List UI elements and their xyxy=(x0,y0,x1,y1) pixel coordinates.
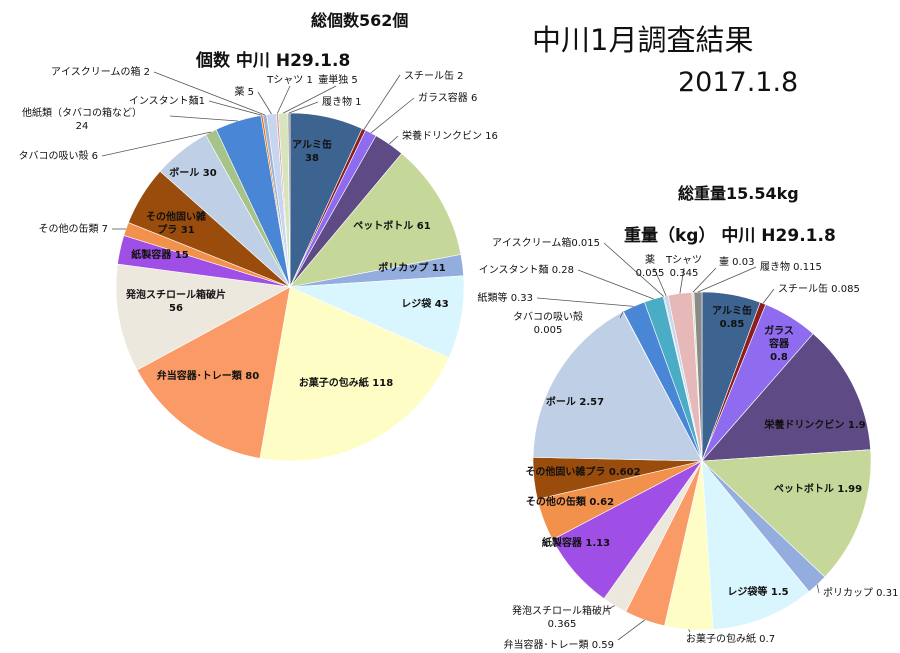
weight-slice-ice-cream-box-label: アイスクリーム箱0.015 xyxy=(492,236,600,249)
count-slice-other-cans-label: その他の缶類 7 xyxy=(38,222,108,235)
weight-slice-footwear-leader-line xyxy=(697,266,757,293)
weight-slice-ice-cream-box-leader-line xyxy=(603,242,664,297)
weight-slice-footwear xyxy=(693,291,703,462)
weight-pie-labels: アルミ缶 0.85 スチール缶 0.085 ガラス容器 0.8 栄養ドリンクビン 1.9 ペ… xyxy=(478,236,899,651)
count-slice-t-shirt-leader-line xyxy=(276,85,291,114)
weight-slice-styrofoam-fragment-leader-line xyxy=(605,605,615,611)
weight-slice-medicine-leader-line xyxy=(653,267,667,297)
weight-pie-slices xyxy=(532,291,872,631)
count-slice-other-paper-leader-line xyxy=(169,115,239,122)
weight-slice-instant-noodle-leader-line xyxy=(577,269,654,300)
weight-slice-ball-label: ボール 2.57 xyxy=(546,395,604,408)
count-slice-ice-cream-box-leader-line xyxy=(153,71,265,116)
weight-slice-other-cans-label: その他の缶類 0.62 xyxy=(526,495,614,508)
weight-slice-aluminum-can-label: アルミ缶 0.85 xyxy=(712,304,752,330)
count-slice-glass-container-label: ガラス容器 6 xyxy=(418,91,477,104)
weight-slice-candy-wrapper-label: お菓子の包み紙 0.7 xyxy=(686,632,775,645)
weight-slice-other-paper-leader-line xyxy=(536,297,634,307)
weight-slice-candy-wrapper-leader-line xyxy=(688,629,691,633)
weight-slice-ball xyxy=(532,311,703,462)
count-slice-candy-wrapper-label: お菓子の包み紙 118 xyxy=(299,376,393,389)
count-slice-candy-wrapper xyxy=(259,286,450,462)
weight-slice-instant-noodle-label: インスタント麺 0.28 xyxy=(479,263,574,276)
weight-slice-energy-drink-bottle xyxy=(701,333,871,462)
count-slice-t-shirt-label: Tシャツ 1 xyxy=(266,75,313,86)
weight-slice-poly-cup-label: ポリカップ 0.31 xyxy=(823,587,898,599)
count-slice-footwear-label: 履き物 1 xyxy=(322,95,362,108)
count-slice-pet-bottle xyxy=(289,153,462,288)
weight-slice-steel-can-leader-line xyxy=(762,288,775,304)
weight-slice-paper-container-label: 紙製容器 1.13 xyxy=(542,536,610,549)
weight-pie-chart: 重量（kg） 中川 H29.1.8 アルミ缶 0.85 スチール缶 0.085 ガラス… xyxy=(478,225,899,651)
count-slice-styrofoam-fragment xyxy=(115,263,291,371)
count-slice-steel-can-label: スチール缶 2 xyxy=(404,69,464,82)
page-heading: 中川1月調査結果 xyxy=(532,23,753,57)
weight-slice-medicine-label: 薬 0.055 xyxy=(636,254,665,279)
weight-slice-pet-bottle-label: ペットボトル 1.99 xyxy=(774,482,862,495)
count-slice-plastic-bag-label: レジ袋 43 xyxy=(401,297,448,310)
count-slice-steel-can-leader-line xyxy=(363,74,401,130)
weight-slice-bento-tray-leader-line xyxy=(617,619,645,641)
weight-slice-other-hard-plastic-label: その他固い雑プラ 0.602 xyxy=(525,465,640,478)
count-slice-energy-drink-bottle-label: 栄養ドリンクビン 16 xyxy=(402,129,498,142)
count-slice-instant-noodle-label: インスタント麺1 xyxy=(129,94,205,107)
count-slice-other-hard-plastic-label: その他固い雑プラ 31 xyxy=(146,210,206,236)
weight-slice-steel-can-label: スチール缶 0.085 xyxy=(778,282,860,295)
weight-slice-footwear-label: 履き物 0.115 xyxy=(760,260,822,273)
count-slice-instant-noodle-leader-line xyxy=(208,100,262,116)
count-slice-ice-cream-box-label: アイスクリームの箱 2 xyxy=(51,65,150,78)
count-pie-labels: アルミ缶 38 スチール缶 2 ガラス容器 6 栄養ドリンクビン 16 ペットボトル 61… xyxy=(18,65,497,389)
survey-date: 2017.1.8 xyxy=(678,67,798,98)
count-slice-paper-container-label: 紙製容器 15 xyxy=(131,248,188,261)
count-slice-styrofoam-fragment-label: 発泡スチロール箱破片 56 xyxy=(125,288,226,314)
count-slice-pet-bottle-label: ペットボトル 61 xyxy=(353,219,430,232)
count-pie-slices xyxy=(115,112,465,462)
weight-slice-pot-leader-line xyxy=(692,267,717,293)
count-slice-cigarette-butt-label: タバコの吸い殻 6 xyxy=(18,149,98,162)
weight-slice-other-paper-label: 紙類等 0.33 xyxy=(478,291,533,304)
count-chart-title: 個数 中川 H29.1.8 xyxy=(195,50,350,71)
count-slice-glass-container-leader-line xyxy=(370,97,415,134)
weight-slice-poly-cup-leader-line xyxy=(816,584,820,594)
count-slice-footwear-leader-line xyxy=(288,101,319,114)
weight-slice-pot-label: 壷 0.03 xyxy=(719,256,754,268)
weight-slice-plastic-bag xyxy=(701,460,810,630)
count-slice-bento-tray-label: 弁当容器･トレー類 80 xyxy=(157,369,259,382)
count-slice-pot-label: 壷単独 5 xyxy=(318,73,358,86)
count-slice-medicine-label: 薬 5 xyxy=(234,86,254,98)
count-slice-aluminum-can-label: アルミ缶 38 xyxy=(292,138,332,164)
count-slice-ball-label: ボール 30 xyxy=(169,166,216,179)
weight-slice-glass-container-label: ガラス容器 0.8 xyxy=(764,324,794,363)
count-slice-other-paper-label: 他紙類（タバコの箱など） 24 xyxy=(22,106,142,132)
count-pie-chart: 個数 中川 H29.1.8 アルミ缶 38 スチール缶 2 ガラス容器 6 栄養ドリンク… xyxy=(18,50,498,462)
count-slice-cigarette-butt-leader-line xyxy=(101,131,211,157)
count-slice-pot-leader-line xyxy=(283,85,337,114)
count-slice-energy-drink-bottle-leader-line xyxy=(388,135,399,145)
weight-slice-cigarette-butt-leader-line xyxy=(619,311,624,319)
count-slice-poly-cup-label: ポリカップ 11 xyxy=(378,261,445,274)
weight-slice-t-shirt-leader-line xyxy=(679,267,685,294)
weight-slice-plastic-bag-label: レジ袋等 1.5 xyxy=(727,585,788,598)
count-slice-medicine-leader-line xyxy=(257,91,272,115)
weight-chart-title: 重量（kg） 中川 H29.1.8 xyxy=(624,225,836,246)
weight-slice-cigarette-butt-label: タバコの吸い殻 0.005 xyxy=(513,310,583,336)
weight-slice-energy-drink-bottle-label: 栄養ドリンクビン 1.9 xyxy=(763,418,865,431)
weight-total-label: 総重量15.54kg xyxy=(678,184,799,203)
weight-slice-bento-tray-label: 弁当容器･トレー類 0.59 xyxy=(504,638,614,651)
weight-slice-styrofoam-fragment-label: 発泡スチロール箱破片 0.365 xyxy=(512,604,612,630)
weight-slice-pet-bottle xyxy=(701,449,872,578)
weight-slice-t-shirt-label: Tシャツ 0.345 xyxy=(665,255,702,279)
count-slice-bento-tray xyxy=(136,286,291,459)
count-total-label: 総個数562個 xyxy=(311,11,408,30)
